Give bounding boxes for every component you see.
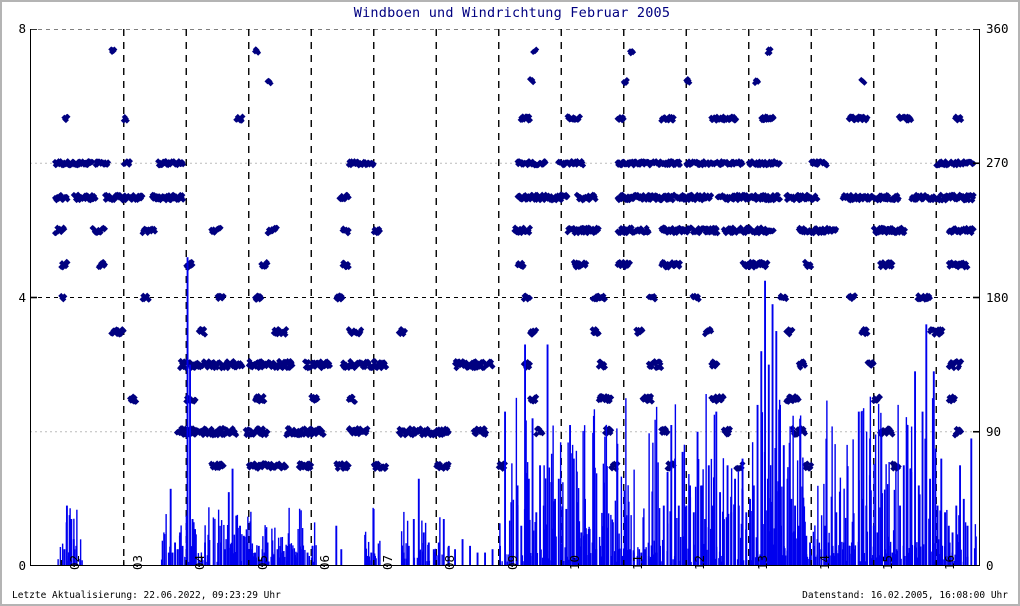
x-axis-tick: 13 — [754, 554, 770, 570]
plot-area — [30, 29, 980, 566]
footer-data-status: Datenstand: 16.02.2005, 16:08:00 Uhr — [802, 590, 1008, 601]
footer-last-update: Letzte Aktualisierung: 22.06.2022, 09:23… — [12, 590, 281, 601]
x-axis-tick: 05 — [254, 554, 270, 570]
x-axis-tick: 12 — [692, 554, 708, 570]
y-axis-right-tick: 270 — [986, 155, 1009, 171]
y-axis-left-tick: 8 — [18, 21, 26, 36]
page-title: Windboen und Windrichtung Februar 2005 — [353, 5, 671, 21]
x-axis-tick: 03 — [129, 554, 145, 570]
y-axis-right-tick: 360 — [986, 21, 1009, 36]
x-axis-tick: 16 — [942, 554, 958, 570]
y-axis-left-tick: 0 — [18, 558, 26, 573]
x-axis-tick: 11 — [629, 554, 645, 570]
x-axis-tick: 14 — [817, 554, 833, 570]
x-axis-tick: 06 — [317, 554, 333, 570]
x-axis-tick: 09 — [504, 554, 520, 570]
x-axis-tick: 08 — [442, 554, 458, 570]
x-axis-tick: 04 — [192, 554, 208, 570]
y-axis-right-tick: 0 — [986, 558, 994, 573]
x-axis-tick: 02 — [67, 554, 83, 570]
y-axis-right-tick: 180 — [986, 289, 1009, 305]
y-axis-right-tick: 90 — [986, 423, 1002, 439]
x-axis-tick: 15 — [879, 554, 895, 570]
x-axis-tick: 10 — [567, 554, 583, 570]
chart-canvas — [30, 29, 980, 566]
x-axis-tick: 07 — [379, 554, 395, 570]
y-axis-left-tick: 4 — [18, 289, 26, 305]
